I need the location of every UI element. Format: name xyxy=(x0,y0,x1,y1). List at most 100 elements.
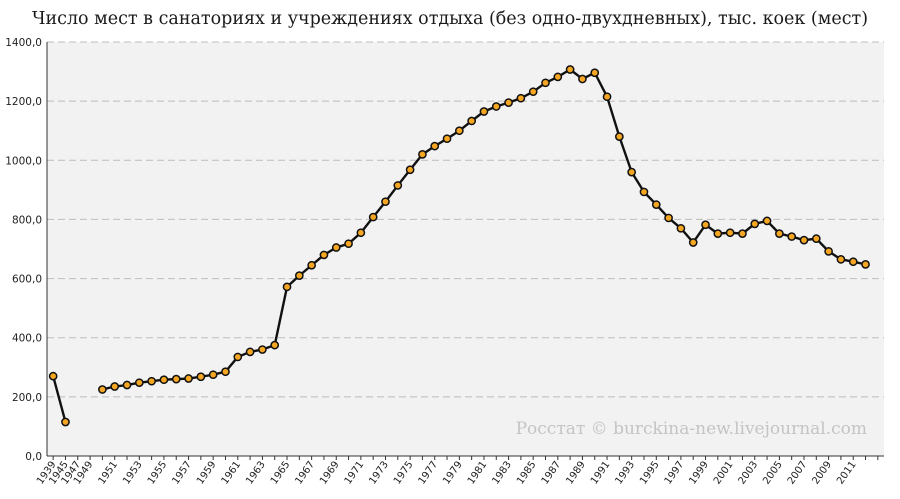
x-tick-label: 1979 xyxy=(441,459,465,486)
data-point xyxy=(811,234,821,243)
data-point xyxy=(344,239,353,249)
data-point xyxy=(196,372,206,382)
data-point xyxy=(356,228,366,238)
x-tick-label: 1977 xyxy=(417,459,441,486)
x-tick-label: 2009 xyxy=(810,459,834,486)
data-point xyxy=(110,382,120,391)
data-point xyxy=(701,220,710,230)
data-point xyxy=(688,238,698,247)
x-tick-label: 1971 xyxy=(343,459,367,486)
x-tick-label: 1951 xyxy=(97,459,121,486)
data-point xyxy=(368,212,378,222)
data-point xyxy=(565,65,575,74)
x-tick-label: 2007 xyxy=(786,459,810,486)
y-tick-label: 200,0 xyxy=(12,392,42,404)
data-point xyxy=(294,271,304,280)
data-point xyxy=(184,374,193,383)
data-point xyxy=(713,229,723,238)
data-point xyxy=(454,126,464,136)
x-tick-label: 1983 xyxy=(490,459,514,486)
data-point xyxy=(418,150,427,159)
series-line xyxy=(51,375,67,423)
x-tick-label: 1993 xyxy=(614,459,638,486)
data-point xyxy=(738,229,747,238)
x-tick-label: 1953 xyxy=(121,459,145,486)
data-point xyxy=(627,167,637,177)
x-tick-label: 2001 xyxy=(712,459,736,486)
data-point xyxy=(861,260,870,269)
data-point xyxy=(147,376,156,386)
data-point xyxy=(270,340,280,350)
data-point xyxy=(405,165,415,175)
data-point xyxy=(787,232,797,241)
data-point xyxy=(664,213,673,223)
data-point xyxy=(504,98,513,107)
data-point xyxy=(491,102,501,111)
data-point xyxy=(799,235,809,245)
y-tick-label: 800,0 xyxy=(12,214,42,226)
watermark-text: Росстат © burckina-new.livejournal.com xyxy=(516,419,867,439)
data-point xyxy=(393,181,403,190)
y-tick-label: 400,0 xyxy=(12,333,42,345)
data-point xyxy=(615,132,624,141)
data-point xyxy=(541,78,550,88)
data-point xyxy=(258,345,267,354)
x-tick-label: 1981 xyxy=(466,459,490,486)
data-point xyxy=(848,257,858,267)
data-point xyxy=(48,371,58,381)
y-tick-label: 600,0 xyxy=(12,274,42,286)
series-layer xyxy=(48,65,870,427)
data-point xyxy=(171,374,181,384)
x-tick-label: 1969 xyxy=(318,459,342,486)
data-point xyxy=(528,87,538,97)
data-point xyxy=(381,197,390,207)
data-point xyxy=(159,375,169,385)
axes xyxy=(46,42,884,457)
x-tick-label: 1975 xyxy=(392,459,416,486)
data-point xyxy=(836,255,846,264)
y-axis-ticks: 0,0 200,0 400,0 600,0 800,0 1000,0 1200,0 1400,… xyxy=(5,37,42,463)
data-point xyxy=(122,380,132,390)
x-tick-label: 1985 xyxy=(515,459,539,486)
data-point xyxy=(442,134,452,144)
data-point xyxy=(61,417,70,427)
y-tick-label: 1200,0 xyxy=(5,96,42,108)
data-point xyxy=(651,200,661,209)
x-tick-label: 1997 xyxy=(663,459,687,486)
data-point xyxy=(602,92,612,102)
chart-title: Число мест в санаториях и учреждениях от… xyxy=(31,9,869,29)
data-point xyxy=(639,187,649,197)
data-point xyxy=(319,250,329,260)
data-point xyxy=(221,367,230,377)
plot-area xyxy=(47,42,884,456)
x-tick-label: 2005 xyxy=(761,459,785,486)
data-point xyxy=(134,378,144,388)
data-point xyxy=(208,370,218,380)
data-point xyxy=(725,228,735,238)
data-point xyxy=(553,72,563,82)
data-point xyxy=(516,93,526,103)
data-point xyxy=(824,247,833,256)
x-tick-label: 2003 xyxy=(737,459,761,486)
data-point xyxy=(98,385,107,394)
data-point xyxy=(245,347,255,357)
data-point xyxy=(676,223,686,233)
x-tick-label: 1957 xyxy=(170,459,194,486)
x-tick-label: 1999 xyxy=(687,459,711,486)
x-tick-label: 1967 xyxy=(293,459,317,486)
x-tick-label: 1955 xyxy=(146,459,170,486)
y-tick-label: 0,0 xyxy=(25,451,42,463)
data-point xyxy=(467,116,477,126)
data-point xyxy=(762,216,772,226)
gridlines xyxy=(47,41,884,398)
data-point xyxy=(430,141,440,151)
x-tick-label: 2011 xyxy=(835,459,859,486)
x-tick-label: 1987 xyxy=(540,459,564,486)
x-tick-label: 1963 xyxy=(244,459,268,486)
data-point xyxy=(331,243,341,252)
x-tick-label: 1965 xyxy=(269,459,293,486)
data-point xyxy=(775,229,784,238)
